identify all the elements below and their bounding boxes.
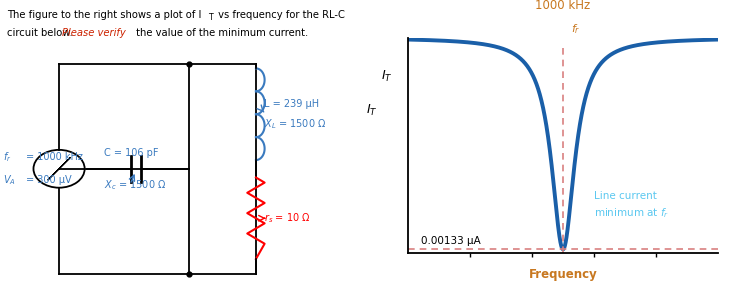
Text: Line current
minimum at $f_r$: Line current minimum at $f_r$ bbox=[594, 191, 669, 220]
Text: = 1000 kHz: = 1000 kHz bbox=[26, 152, 82, 162]
X-axis label: Frequency: Frequency bbox=[528, 268, 598, 281]
Text: $I_T$: $I_T$ bbox=[367, 103, 378, 118]
Text: $X_L$ = 1500 Ω: $X_L$ = 1500 Ω bbox=[263, 118, 326, 131]
Text: $f_r$: $f_r$ bbox=[3, 150, 12, 164]
Text: L = 239 μH: L = 239 μH bbox=[263, 99, 319, 109]
Text: $r_s$ = 10 Ω: $r_s$ = 10 Ω bbox=[263, 211, 311, 225]
Text: The figure to the right shows a plot of I: The figure to the right shows a plot of … bbox=[7, 10, 202, 20]
Text: $V_A$: $V_A$ bbox=[3, 173, 16, 187]
Text: = 300 μV: = 300 μV bbox=[26, 175, 71, 185]
Text: $f_r$: $f_r$ bbox=[571, 22, 580, 36]
Text: 0.00133 μA: 0.00133 μA bbox=[421, 236, 481, 246]
Text: Please verify: Please verify bbox=[63, 28, 126, 38]
Text: C = 106 pF: C = 106 pF bbox=[105, 148, 159, 158]
Text: the value of the minimum current.: the value of the minimum current. bbox=[133, 28, 308, 38]
Text: T: T bbox=[208, 13, 213, 22]
Text: $X_c$ = 1500 Ω: $X_c$ = 1500 Ω bbox=[105, 178, 167, 192]
Text: vs frequency for the RL-C: vs frequency for the RL-C bbox=[215, 10, 344, 20]
Text: circuit below.: circuit below. bbox=[7, 28, 76, 38]
Text: $I_T$: $I_T$ bbox=[381, 69, 392, 84]
Text: 1000 kHz: 1000 kHz bbox=[535, 0, 591, 12]
